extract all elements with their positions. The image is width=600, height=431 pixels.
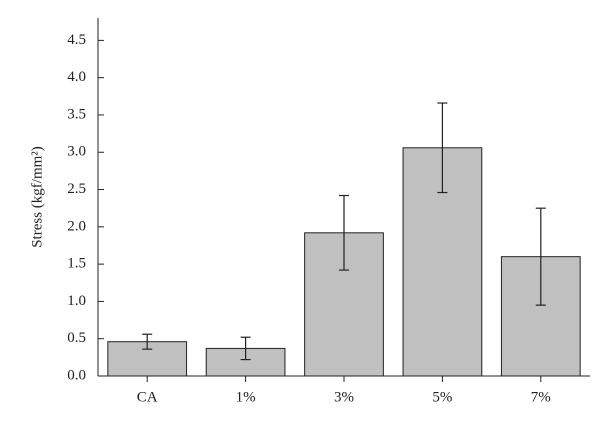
y-tick-label: 0.5 xyxy=(67,330,86,346)
x-tick-label: 3% xyxy=(334,389,354,405)
x-tick-label: 1% xyxy=(236,389,256,405)
y-tick-label: 0.0 xyxy=(67,367,86,383)
x-tick-label: 7% xyxy=(531,389,551,405)
x-tick-label: CA xyxy=(137,389,158,405)
y-tick-label: 3.5 xyxy=(67,106,86,122)
y-tick-label: 2.5 xyxy=(67,181,86,197)
y-tick-label: 2.0 xyxy=(67,218,86,234)
x-tick-label: 5% xyxy=(432,389,452,405)
y-tick-label: 1.0 xyxy=(67,293,86,309)
y-tick-label: 4.0 xyxy=(67,69,86,85)
y-tick-label: 4.5 xyxy=(67,32,86,48)
y-tick-label: 1.5 xyxy=(67,256,86,272)
y-axis-label: Stress (kgf/mm²) xyxy=(29,146,45,248)
y-tick-label: 3.0 xyxy=(67,144,86,160)
